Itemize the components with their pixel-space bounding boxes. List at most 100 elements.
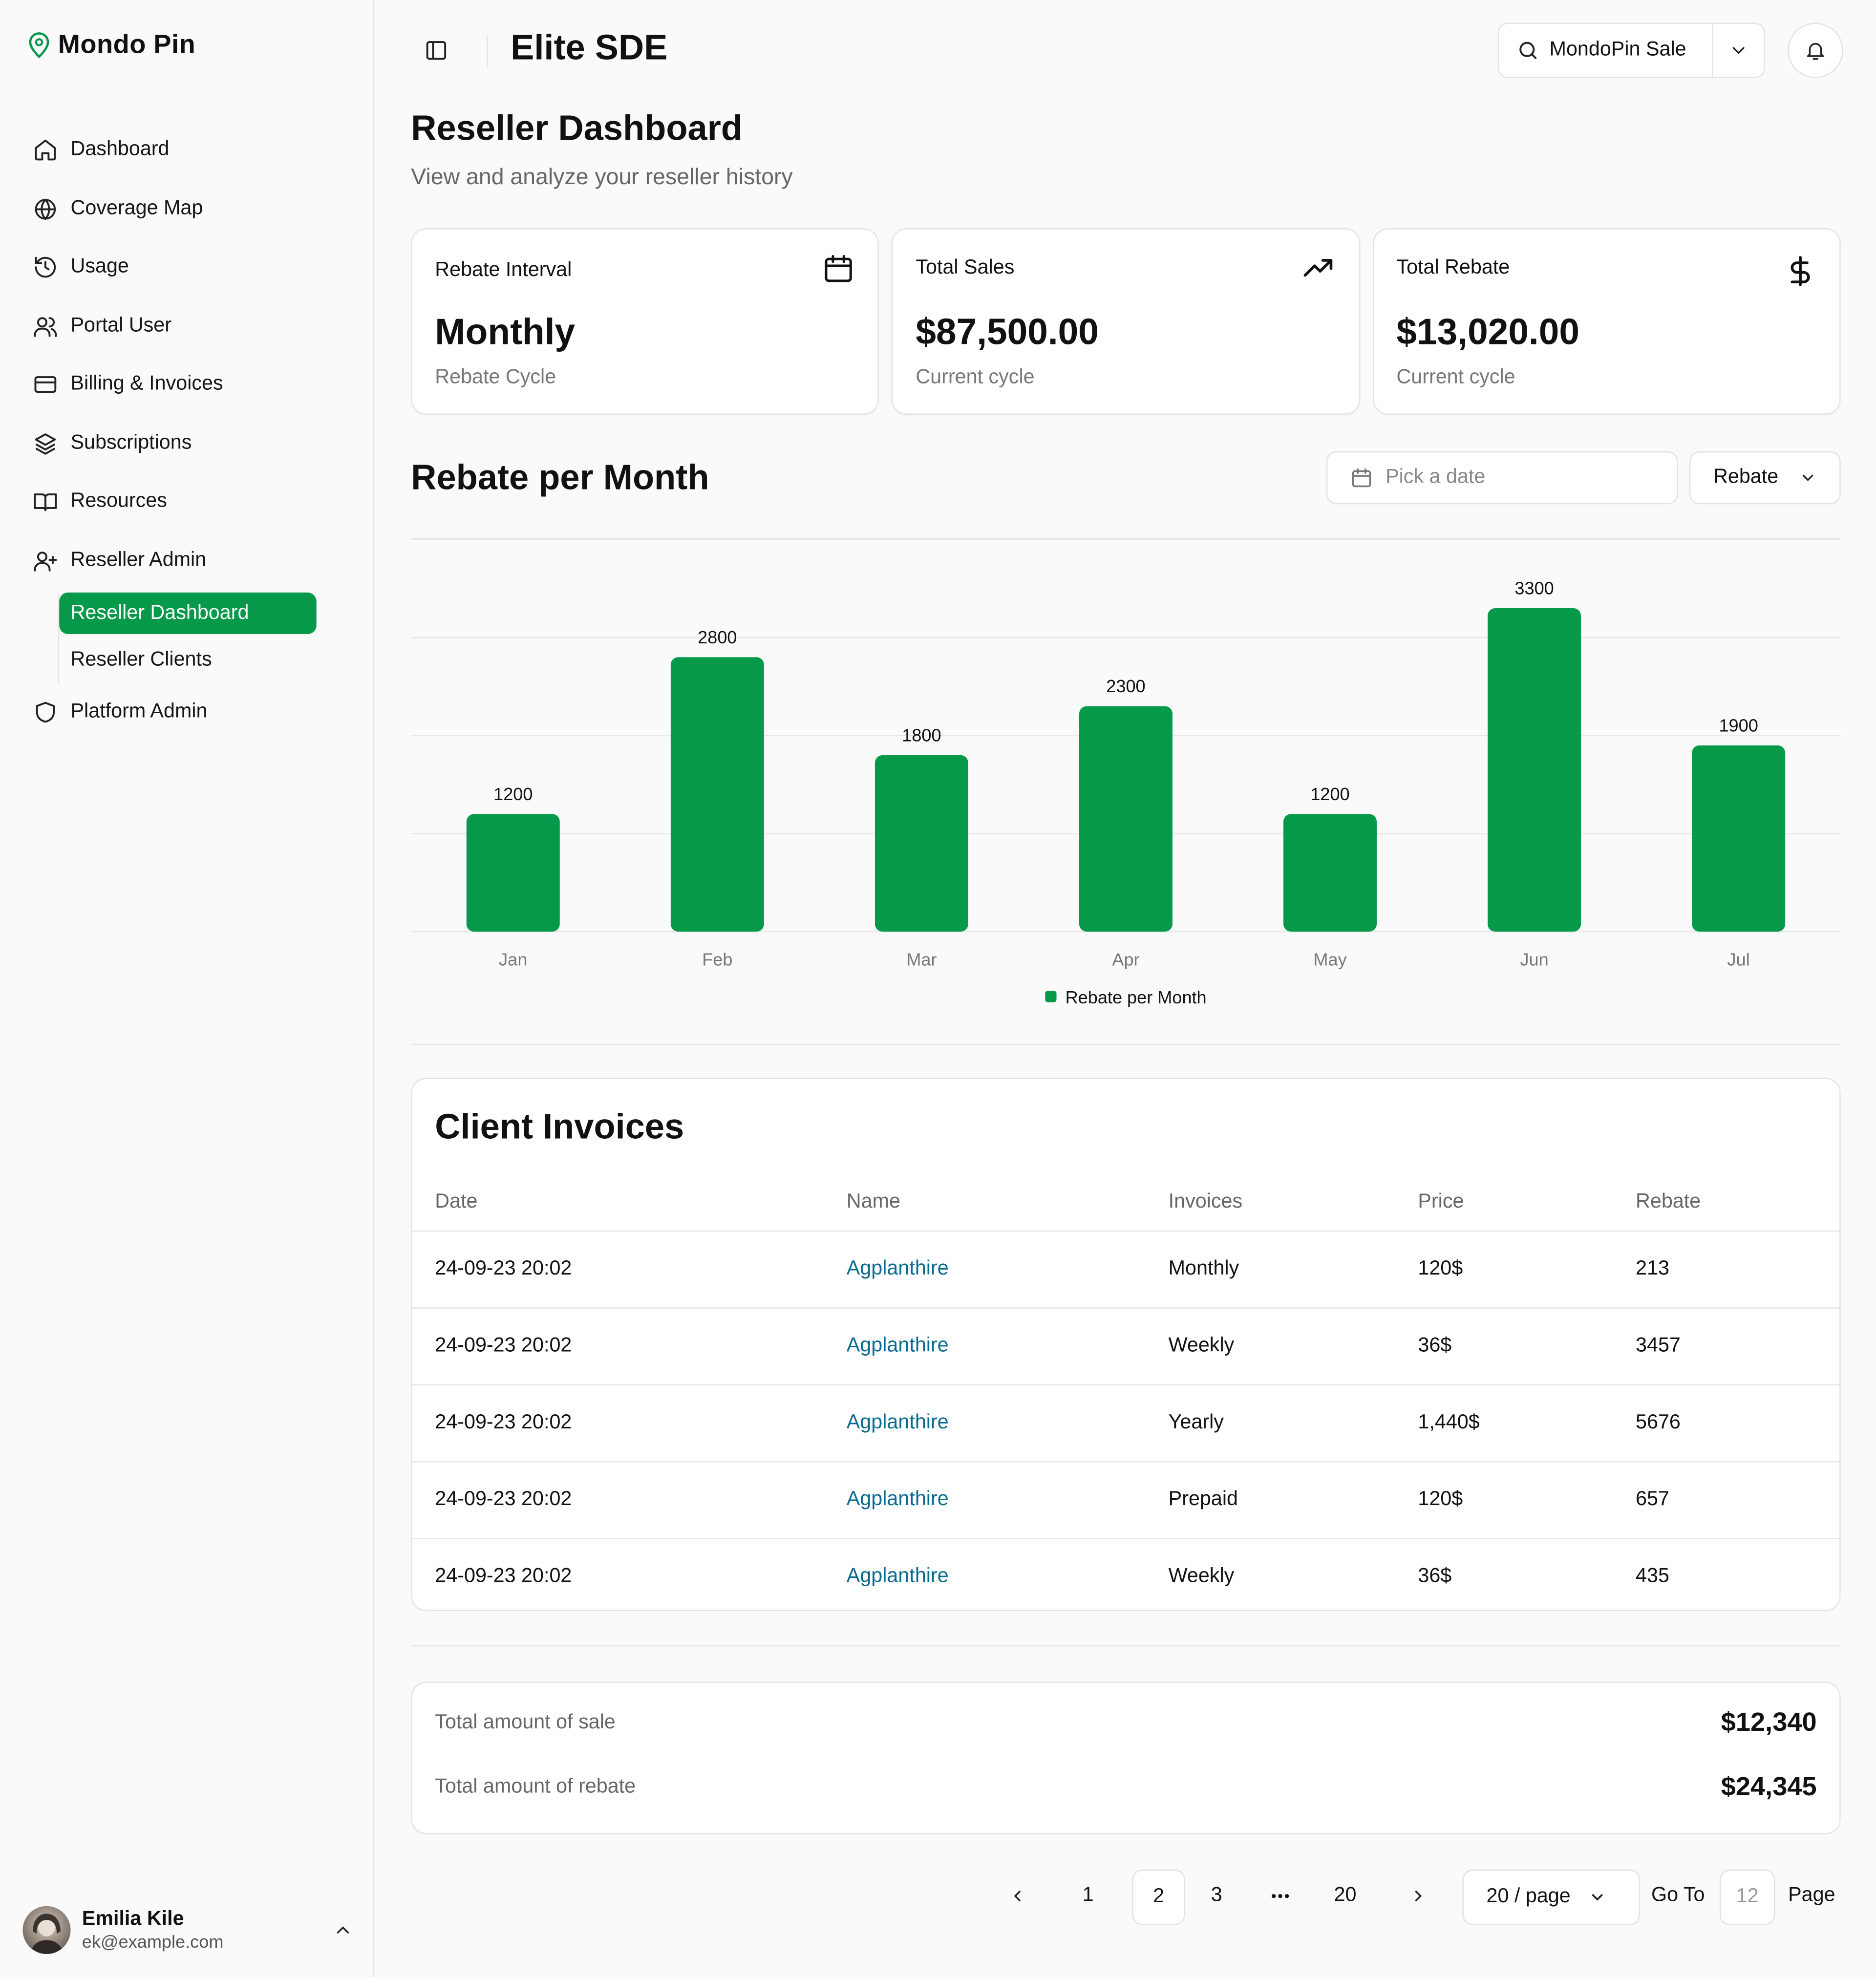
sidebar-item-platform-admin[interactable]: Platform Admin [33,683,335,742]
stat-cards: Rebate Interval Monthly Rebate Cycle Tot… [411,228,1841,415]
sidebar-item-usage[interactable]: Usage [33,238,335,297]
sidebar-item-label: Reseller Admin [70,549,207,571]
bar-value-label: 1800 [902,725,941,745]
calendar-icon [825,255,853,282]
search-icon [1519,42,1537,59]
card-label: Total Rebate [1396,257,1510,279]
home-icon [35,140,56,161]
account-select-label: MondoPin Sale [1549,39,1686,61]
page-title: Reseller Dashboard [411,108,743,148]
total-rebate-value: $24,345 [1721,1772,1817,1802]
chart-bar[interactable] [1283,814,1377,932]
cell-name-link[interactable]: Agplanthire [846,1566,949,1587]
sidebar-item-dashboard[interactable]: Dashboard [33,121,335,180]
cell-date: 24-09-23 20:02 [412,1308,824,1386]
x-tick-label: Jul [1727,950,1750,970]
total-sale-row: Total amount of sale $12,340 [435,1708,1816,1739]
cell-invoices: Prepaid [1146,1462,1395,1539]
chart-bar[interactable] [1692,745,1786,932]
cell-rebate: 435 [1636,1566,1669,1587]
sidebar-subitem-reseller-clients[interactable]: Reseller Clients [70,648,212,670]
card-value: Monthly [435,312,576,353]
totals-card: Total amount of sale $12,340 Total amoun… [411,1681,1841,1834]
chart-bar[interactable] [1488,608,1581,932]
column-header: Name [824,1175,1146,1232]
card-total-sales: Total Sales $87,500.00 Current cycle [892,228,1360,415]
card-note: Current cycle [916,366,1035,388]
sidebar-item-billing[interactable]: Billing & Invoices [33,356,335,414]
sidebar-subitem-reseller-dashboard[interactable]: Reseller Dashboard [59,592,317,635]
chevron-down-icon [1802,474,1813,481]
sidebar-toggle-icon[interactable] [424,38,449,63]
x-tick-label: Mar [906,950,937,970]
notifications-button[interactable] [1788,22,1843,78]
prev-page-button[interactable] [999,1870,1036,1922]
page-size-select[interactable]: 20 / page [1462,1870,1641,1925]
page-ellipsis[interactable]: ••• [1271,1887,1291,1905]
chevron-right-icon [1415,1891,1422,1902]
account-select-toggle[interactable] [1712,24,1764,77]
page-button-current[interactable]: 2 [1132,1870,1185,1925]
chart-bar[interactable] [670,657,764,932]
cell-name-link[interactable]: Agplanthire [824,1231,1146,1309]
sidebar: Mondo Pin Dashboard Coverage Map Usage P… [0,0,375,1977]
table-row: 24-09-23 20:02 Agplanthire Monthly 120$ … [412,1231,1840,1309]
date-picker[interactable]: Pick a date [1326,451,1678,505]
brand-logo[interactable]: Mondo Pin [28,30,196,61]
metric-select[interactable]: Rebate [1689,451,1841,505]
page-button[interactable]: 20 [1334,1884,1357,1906]
total-sale-value: $12,340 [1721,1708,1817,1738]
credit-card-icon [34,376,57,393]
cell-invoices: Yearly [1146,1384,1395,1463]
bar-value-label: 3300 [1514,578,1554,598]
cell-name-link[interactable]: Agplanthire [824,1462,1146,1539]
user-profile[interactable]: Emilia Kile ek@example.com [22,1906,353,1954]
cell-price: 36$ [1418,1566,1452,1587]
table-row: 24-09-23 20:02 Agplanthire Weekly 36$ 43… [412,1539,1839,1610]
table-row: 24-09-23 20:02 Agplanthire Yearly 1,440$… [412,1384,1840,1463]
sidebar-item-reseller-admin[interactable]: Reseller Admin [33,531,335,590]
account-select[interactable]: MondoPin Sale [1497,22,1765,78]
app-title: Elite SDE [511,27,668,67]
bar-value-label: 1200 [493,784,533,804]
chart-bar[interactable] [466,814,560,932]
x-tick-label: May [1313,950,1346,970]
cell-rebate: 5676 [1613,1384,1840,1463]
goto-page-input[interactable]: 12 [1719,1870,1775,1925]
sidebar-item-coverage-map[interactable]: Coverage Map [33,180,335,238]
chart-bar[interactable] [874,755,968,932]
cell-date: 24-09-23 20:02 [412,1231,824,1309]
next-page-button[interactable] [1399,1870,1437,1922]
chevron-left-icon [1014,1891,1021,1902]
sidebar-item-subscriptions[interactable]: Subscriptions [33,414,335,473]
cell-date: 24-09-23 20:02 [435,1566,572,1587]
cell-invoices: Weekly [1146,1308,1395,1386]
chevron-up-icon[interactable] [333,1920,353,1940]
sidebar-item-portal-user[interactable]: Portal User [33,297,335,356]
brand-name: Mondo Pin [58,30,196,60]
avatar [22,1906,71,1954]
page-button[interactable]: 1 [1082,1884,1094,1906]
trending-up-icon [1303,259,1332,277]
cell-rebate: 657 [1613,1462,1840,1539]
legend-label: Rebate per Month [1066,987,1207,1007]
chart-bar[interactable] [1079,706,1172,932]
bar-value-label: 2800 [698,627,737,647]
card-label: Total Sales [916,257,1015,279]
cell-price: 36$ [1395,1308,1613,1386]
sidebar-item-label: Coverage Map [70,197,203,219]
bar-value-label: 2300 [1106,676,1145,696]
invoices-title: Client Invoices [435,1106,684,1146]
x-tick-label: Jan [499,950,527,970]
sidebar-item-resources[interactable]: Resources [33,473,335,531]
cell-invoices: Monthly [1146,1231,1395,1309]
cell-name-link[interactable]: Agplanthire [824,1384,1146,1463]
x-tick-label: Jun [1520,950,1548,970]
table-header-row: Date Name Invoices Price Rebate [412,1175,1840,1232]
cell-name-link[interactable]: Agplanthire [824,1308,1146,1386]
page-button[interactable]: 3 [1211,1884,1222,1906]
column-header: Date [412,1175,824,1232]
metric-select-label: Rebate [1713,466,1779,488]
cell-rebate: 213 [1613,1231,1840,1309]
column-header: Invoices [1146,1175,1395,1232]
